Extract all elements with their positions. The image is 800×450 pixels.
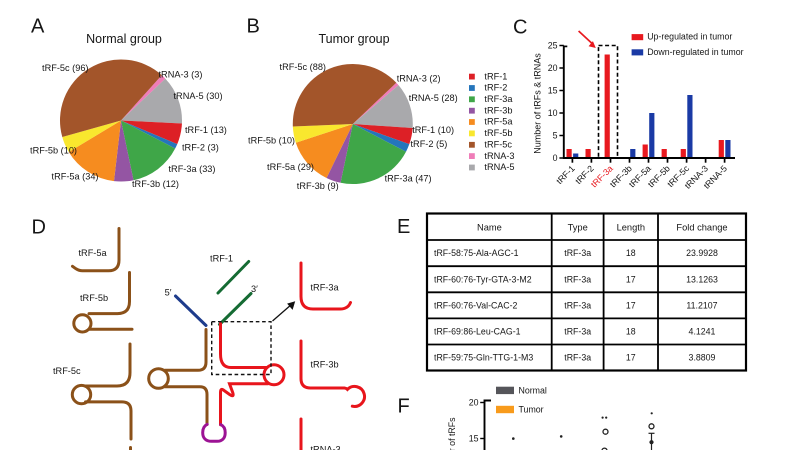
svg-text:Down-regulated in tumor: Down-regulated in tumor — [647, 47, 743, 57]
svg-text:tRF-5c: tRF-5c — [484, 140, 512, 150]
svg-text:Length: Length — [617, 223, 645, 233]
svg-text:4.1241: 4.1241 — [689, 327, 716, 337]
svg-text:20: 20 — [548, 63, 558, 73]
svg-text:C: C — [513, 16, 527, 38]
svg-text:tRF-3a: tRF-3a — [564, 301, 591, 311]
svg-text:tRF-3b: tRF-3b — [311, 360, 339, 370]
svg-text:15: 15 — [469, 434, 479, 444]
svg-text:tRF-1 (13): tRF-1 (13) — [185, 125, 227, 135]
svg-text:18: 18 — [626, 248, 636, 258]
svg-text:17: 17 — [626, 301, 636, 311]
svg-text:tRF-60:76-Val-CAC-2: tRF-60:76-Val-CAC-2 — [434, 301, 518, 311]
svg-text:tRF-5b (10): tRF-5b (10) — [248, 136, 295, 146]
svg-text:3.8809: 3.8809 — [689, 353, 716, 363]
svg-text:tRF-2 (5): tRF-2 (5) — [411, 139, 448, 149]
svg-text:Up-regulated in tumor: Up-regulated in tumor — [647, 32, 732, 42]
svg-text:tRF-5c (88): tRF-5c (88) — [280, 62, 326, 72]
svg-text:Number of tRFs: Number of tRFs — [447, 417, 457, 450]
svg-text:tRF-3a: tRF-3a — [564, 248, 591, 258]
svg-text:tRF-3b: tRF-3b — [484, 105, 512, 115]
svg-text:Fold change: Fold change — [676, 223, 727, 233]
svg-text:Name: Name — [477, 223, 502, 233]
svg-text:tRF-3a: tRF-3a — [311, 283, 340, 293]
svg-text:tRF-60:76-Tyr-GTA-3-M2: tRF-60:76-Tyr-GTA-3-M2 — [434, 274, 532, 284]
svg-text:D: D — [32, 217, 46, 239]
svg-text:17: 17 — [626, 353, 636, 363]
svg-text:tRNA-3 (3): tRNA-3 (3) — [159, 70, 203, 80]
svg-text:tRF-5c: tRF-5c — [53, 366, 81, 376]
svg-text:tRF-5a (29): tRF-5a (29) — [267, 162, 314, 172]
svg-text:tRF-59:75-Gln-TTG-1-M3: tRF-59:75-Gln-TTG-1-M3 — [434, 353, 533, 363]
svg-text:tRF-3a: tRF-3a — [484, 94, 513, 104]
svg-text:A: A — [31, 16, 45, 38]
svg-text:tRF-69:86-Leu-CAG-1: tRF-69:86-Leu-CAG-1 — [434, 327, 521, 337]
svg-text:tRF-5c (96): tRF-5c (96) — [42, 63, 88, 73]
svg-text:tRF-5a: tRF-5a — [79, 248, 108, 258]
svg-text:tRF-1: tRF-1 — [484, 71, 507, 81]
svg-text:17: 17 — [626, 274, 636, 284]
svg-text:tRF-2 (3): tRF-2 (3) — [182, 143, 219, 153]
svg-text:tRF-5b: tRF-5b — [484, 128, 512, 138]
svg-text:Tumor group: Tumor group — [318, 32, 389, 46]
svg-text:tRF-3a (47): tRF-3a (47) — [385, 174, 432, 184]
svg-text:tRNA-3: tRNA-3 — [484, 151, 514, 161]
svg-text:5′: 5′ — [165, 288, 172, 298]
svg-text:tRF-3b (9): tRF-3b (9) — [297, 181, 339, 191]
svg-text:tRF-5a: tRF-5a — [484, 117, 513, 127]
svg-text:tRNA-5 (30): tRNA-5 (30) — [174, 91, 223, 101]
svg-text:Type: Type — [568, 223, 588, 233]
svg-text:tRF-2: tRF-2 — [484, 83, 507, 93]
svg-text:Number of tRFs & tRNAs: Number of tRFs & tRNAs — [533, 53, 543, 154]
svg-text:tRNA-3 (2): tRNA-3 (2) — [397, 74, 441, 84]
svg-text:13.1263: 13.1263 — [686, 274, 718, 284]
svg-text:3′: 3′ — [251, 284, 258, 294]
svg-text:tRF-3a (33): tRF-3a (33) — [169, 164, 216, 174]
svg-text:Normal: Normal — [519, 386, 547, 396]
svg-text:tRF-3a: tRF-3a — [564, 353, 591, 363]
svg-text:25: 25 — [548, 41, 558, 51]
svg-text:10: 10 — [548, 108, 558, 118]
svg-text:tRF-5b (10): tRF-5b (10) — [30, 146, 77, 156]
svg-text:tRF-1 (10): tRF-1 (10) — [412, 125, 454, 135]
svg-text:20: 20 — [469, 398, 479, 408]
svg-text:tRF-1: tRF-1 — [210, 254, 233, 264]
svg-text:Tumor: Tumor — [519, 405, 544, 415]
svg-text:tRF-5a (34): tRF-5a (34) — [52, 172, 99, 182]
svg-text:tRNA-3: tRNA-3 — [311, 445, 341, 450]
svg-text:23.9928: 23.9928 — [686, 248, 718, 258]
svg-text:tRF-3a: tRF-3a — [564, 327, 591, 337]
svg-text:11.2107: 11.2107 — [686, 301, 717, 311]
svg-text:tRNA-5: tRNA-5 — [484, 162, 514, 172]
svg-text:0: 0 — [553, 153, 558, 163]
svg-text:tRF-3b (12): tRF-3b (12) — [132, 179, 179, 189]
svg-text:tRF-5b: tRF-5b — [80, 293, 108, 303]
svg-text:5: 5 — [553, 131, 558, 141]
svg-text:18: 18 — [626, 327, 636, 337]
svg-text:tRNA-5 (28): tRNA-5 (28) — [409, 93, 458, 103]
svg-text:15: 15 — [548, 86, 558, 96]
svg-text:tRF-58:75-Ala-AGC-1: tRF-58:75-Ala-AGC-1 — [434, 248, 519, 258]
svg-text:F: F — [398, 396, 410, 418]
svg-text:tRF-3a: tRF-3a — [564, 274, 591, 284]
svg-text:E: E — [397, 216, 410, 238]
svg-text:Normal group: Normal group — [86, 32, 162, 46]
svg-text:B: B — [247, 15, 260, 37]
